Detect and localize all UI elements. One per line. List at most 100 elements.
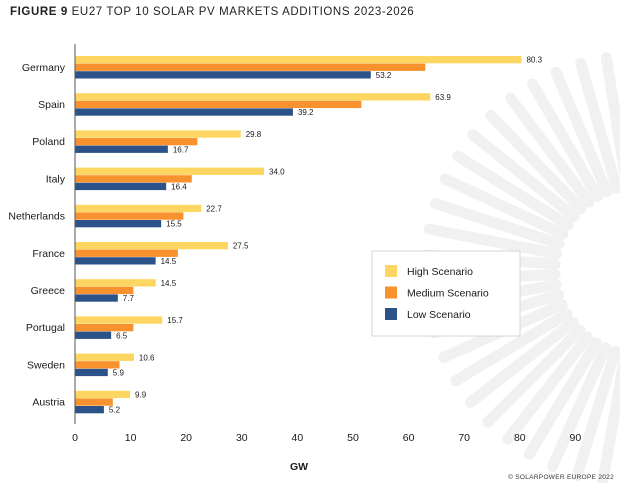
figure-title: FIGURE 9 EU27 TOP 10 SOLAR PV MARKETS AD… — [10, 6, 414, 18]
bar-sweden-medium-scenario — [75, 361, 120, 369]
sun-ray — [423, 223, 563, 260]
bar-greece-high-scenario — [75, 279, 156, 287]
bar-netherlands-medium-scenario — [75, 212, 184, 220]
bar-spain-medium-scenario — [75, 100, 362, 109]
value-label-spain-low-scenario: 39.2 — [298, 108, 314, 117]
category-label-germany: Germany — [22, 62, 66, 74]
bar-greece-medium-scenario — [75, 286, 134, 295]
x-tick-label: 80 — [514, 432, 526, 444]
value-label-spain-high-scenario: 63.9 — [435, 93, 451, 102]
value-label-greece-low-scenario: 7.7 — [123, 294, 135, 303]
category-label-greece: Greece — [31, 285, 66, 297]
x-tick-label: 70 — [458, 432, 470, 444]
value-label-greece-high-scenario: 14.5 — [161, 279, 177, 288]
bar-spain-high-scenario — [75, 93, 431, 101]
category-label-poland: Poland — [32, 136, 65, 148]
value-label-portugal-high-scenario: 15.7 — [167, 316, 183, 325]
x-axis-label: GW — [290, 461, 308, 473]
value-label-austria-high-scenario: 9.9 — [135, 390, 147, 399]
value-label-italy-low-scenario: 16.4 — [171, 182, 187, 191]
legend-label-high-scenario: High Scenario — [407, 266, 473, 278]
bar-portugal-medium-scenario — [75, 324, 134, 332]
legend-label-medium-scenario: Medium Scenario — [407, 288, 489, 300]
value-label-poland-low-scenario: 16.7 — [173, 145, 189, 154]
x-tick-labels: 0 10 20 30 40 50 60 70 80 90 — [72, 432, 581, 444]
x-tick-label: 0 — [72, 432, 78, 444]
value-label-france-high-scenario: 27.5 — [233, 242, 249, 251]
category-labels: Germany Spain Poland Italy Netherlands France… — [8, 62, 65, 409]
sun-ray — [439, 173, 569, 240]
bar-spain-low-scenario — [75, 108, 293, 116]
legend-swatch-high-scenario — [385, 265, 397, 277]
legend-swatch-medium-scenario — [385, 286, 397, 299]
sun-ray — [571, 345, 620, 482]
sun-ray — [502, 331, 594, 445]
legend: High Scenario Medium Scenario Low Scenario — [371, 250, 521, 337]
bar-portugal-high-scenario — [75, 316, 163, 324]
category-label-spain: Spain — [38, 99, 65, 111]
sun-ray — [430, 198, 565, 250]
x-tick-label: 40 — [292, 432, 304, 444]
bar-france-high-scenario — [75, 242, 228, 250]
bar-portugal-low-scenario — [75, 331, 112, 339]
bar-sweden-low-scenario — [75, 368, 108, 377]
sun-ray — [452, 150, 574, 231]
value-label-france-low-scenario: 14.5 — [161, 257, 177, 266]
category-label-france: France — [32, 248, 65, 260]
sun-ray — [467, 129, 580, 223]
sun-ray — [485, 109, 587, 215]
sun-ray — [575, 57, 620, 194]
bar-germany-low-scenario — [75, 71, 371, 79]
value-label-germany-high-scenario: 80.3 — [526, 56, 542, 65]
bar-france-low-scenario — [75, 257, 156, 265]
legend-label-low-scenario: Low Scenario — [407, 309, 471, 321]
value-label-netherlands-low-scenario: 15.5 — [166, 220, 182, 229]
sun-ray — [450, 308, 573, 387]
sun-ray — [597, 352, 620, 483]
sun-ray — [465, 316, 579, 408]
x-tick-label: 90 — [570, 432, 582, 444]
legend-swatch-low-scenario — [385, 308, 397, 320]
category-label-portugal: Portugal — [26, 322, 65, 334]
copyright-text: © SOLARPOWER EUROPE 2022 — [508, 473, 614, 481]
value-label-sweden-low-scenario: 5.9 — [113, 368, 125, 377]
bar-austria-medium-scenario — [75, 398, 113, 406]
bar-austria-low-scenario — [75, 406, 104, 414]
bar-germany-high-scenario — [75, 56, 522, 64]
bar-netherlands-high-scenario — [75, 204, 202, 213]
value-label-netherlands-high-scenario: 22.7 — [206, 204, 222, 213]
value-label-germany-low-scenario: 53.2 — [376, 71, 392, 80]
value-label-sweden-high-scenario: 10.6 — [139, 353, 155, 362]
category-label-italy: Italy — [46, 173, 66, 185]
bar-germany-medium-scenario — [75, 63, 426, 71]
bar-poland-high-scenario — [75, 130, 241, 138]
x-tick-label: 10 — [125, 432, 137, 444]
value-label-poland-high-scenario: 29.8 — [246, 130, 262, 139]
sun-ray — [505, 92, 595, 208]
x-tick-label: 50 — [347, 432, 359, 444]
figure-number: FIGURE 9 — [10, 6, 68, 18]
bar-france-medium-scenario — [75, 249, 178, 257]
x-tick-label: 20 — [180, 432, 192, 444]
value-label-italy-high-scenario: 34.0 — [269, 167, 285, 176]
bar-poland-medium-scenario — [75, 138, 198, 146]
category-label-sweden: Sweden — [27, 359, 65, 371]
sun-ray — [550, 66, 613, 198]
sun-ray — [547, 342, 611, 472]
sun-ray — [527, 78, 603, 202]
bar-italy-medium-scenario — [75, 175, 192, 183]
value-label-portugal-low-scenario: 6.5 — [116, 331, 128, 340]
sun-ray — [523, 337, 602, 460]
figure-title-text: EU27 TOP 10 SOLAR PV MARKETS ADDITIONS 2… — [71, 6, 415, 18]
value-label-austria-low-scenario: 5.2 — [109, 406, 121, 415]
bar-italy-high-scenario — [75, 167, 265, 175]
bar-austria-high-scenario — [75, 390, 131, 399]
sun-ray — [600, 52, 620, 179]
bar-poland-low-scenario — [75, 145, 168, 153]
sun-ray — [482, 324, 586, 428]
x-tick-label: 60 — [403, 432, 415, 444]
bar-netherlands-low-scenario — [75, 220, 162, 228]
bars-group: 80.3 53.2 63.9 39.2 29.8 16.7 34.0 16.4 22.7 15.5… — [75, 56, 543, 415]
bar-greece-low-scenario — [75, 294, 118, 302]
